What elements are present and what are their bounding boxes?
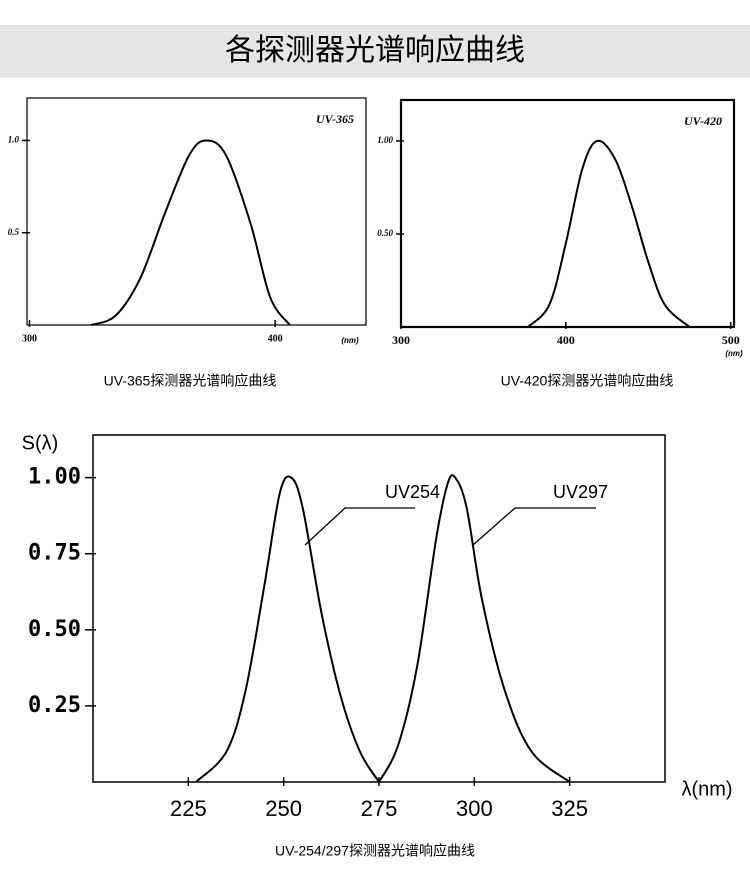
x-tick-label: 300 xyxy=(392,333,410,347)
x-tick-label: 325 xyxy=(551,796,588,821)
leader-line xyxy=(304,507,415,546)
x-tick-label: 400 xyxy=(557,333,575,347)
x-tick-label: 300 xyxy=(22,333,37,344)
plot-frame xyxy=(26,97,367,326)
series-label: UV-420 xyxy=(684,114,722,128)
plot-frame xyxy=(399,98,736,329)
header-band xyxy=(0,25,750,78)
y-tick-label: 1.0 xyxy=(8,135,20,145)
response-curve xyxy=(90,139,291,326)
x-tick-label: 225 xyxy=(170,796,207,821)
leader-line xyxy=(472,507,596,546)
x-tick-label: 275 xyxy=(361,796,398,821)
y-tick-label: 0.5 xyxy=(8,227,20,237)
chart-caption: UV-365探测器光谱响应曲线 xyxy=(104,373,277,389)
x-axis-label: (nm) xyxy=(725,349,743,358)
chart-caption: UV-254/297探测器光谱响应曲线 xyxy=(275,843,475,859)
series-label: UV-365 xyxy=(316,112,354,126)
y-axis-label: S(λ) xyxy=(22,432,59,454)
y-tick-label: 0.25 xyxy=(28,693,81,718)
chart-caption: UV-420探测器光谱响应曲线 xyxy=(501,373,674,389)
series-label: UV254 xyxy=(385,482,440,502)
x-tick-label: 250 xyxy=(265,796,302,821)
response-curve xyxy=(527,139,691,328)
response-curve xyxy=(195,475,380,783)
y-tick-label: 0.75 xyxy=(28,541,81,566)
x-tick-label: 400 xyxy=(268,333,283,344)
x-tick-label: 300 xyxy=(456,796,493,821)
x-axis-label: λ(nm) xyxy=(681,778,732,800)
y-tick-label: 0.50 xyxy=(28,617,81,642)
x-axis-label: (nm) xyxy=(341,336,359,345)
response-curve xyxy=(378,474,571,783)
page-title: 各探测器光谱响应曲线 xyxy=(225,34,525,67)
x-tick-label: 500 xyxy=(722,333,740,347)
y-tick-label: 0.50 xyxy=(377,228,393,238)
series-label: UV297 xyxy=(553,482,608,502)
y-tick-label: 1.00 xyxy=(28,465,81,490)
y-tick-label: 1.00 xyxy=(377,135,393,145)
